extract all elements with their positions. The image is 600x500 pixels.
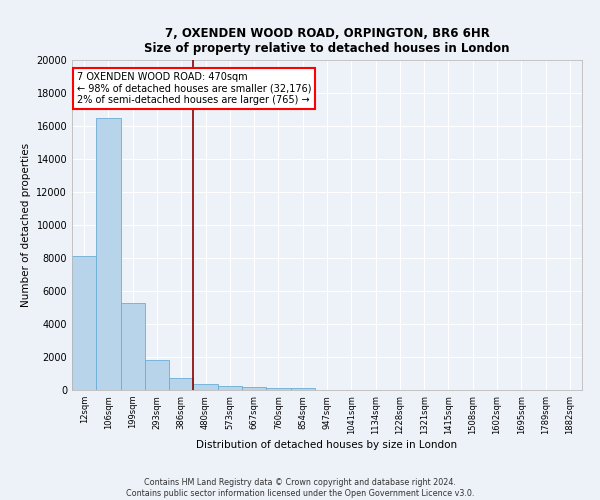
Bar <box>266 388 290 390</box>
Bar <box>121 302 145 390</box>
Bar <box>193 384 218 390</box>
Bar <box>72 256 96 390</box>
Bar <box>96 118 121 390</box>
Bar <box>169 378 193 390</box>
Title: 7, OXENDEN WOOD ROAD, ORPINGTON, BR6 6HR
Size of property relative to detached h: 7, OXENDEN WOOD ROAD, ORPINGTON, BR6 6HR… <box>144 26 510 54</box>
Bar <box>290 388 315 390</box>
Bar <box>218 386 242 390</box>
Bar <box>145 360 169 390</box>
Y-axis label: Number of detached properties: Number of detached properties <box>21 143 31 307</box>
Text: 7 OXENDEN WOOD ROAD: 470sqm
← 98% of detached houses are smaller (32,176)
2% of : 7 OXENDEN WOOD ROAD: 470sqm ← 98% of det… <box>77 72 311 105</box>
X-axis label: Distribution of detached houses by size in London: Distribution of detached houses by size … <box>196 440 458 450</box>
Text: Contains HM Land Registry data © Crown copyright and database right 2024.
Contai: Contains HM Land Registry data © Crown c… <box>126 478 474 498</box>
Bar <box>242 387 266 390</box>
